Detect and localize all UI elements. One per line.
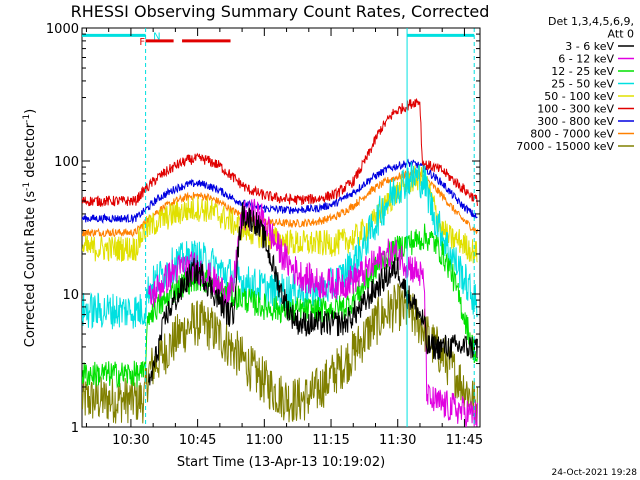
y-axis-label-sup2: -1 <box>22 114 32 123</box>
legend-entry-label: 100 - 300 keV <box>537 103 614 116</box>
x-tick-label: 11:15 <box>312 433 349 448</box>
series-line-50-100keV <box>82 165 478 264</box>
series-line-6-12keV <box>148 198 478 427</box>
y-axis-label-mid: detector <box>23 122 38 182</box>
legend-entry-label: 25 - 50 keV <box>551 78 614 91</box>
series-line-7000-15000keV <box>82 283 478 427</box>
annotation-label-F: F <box>139 37 145 48</box>
y-axis-label: Corrected Count Rate (s-1 detector-1) <box>22 109 38 347</box>
series-group <box>82 97 478 427</box>
legend-entry-label: 7000 - 15000 keV <box>516 140 614 153</box>
annotation-label-N: N <box>153 31 160 42</box>
legend-entry-label: 800 - 7000 keV <box>530 128 614 141</box>
x-tick-label: 11:30 <box>379 433 416 448</box>
x-axis-label: Start Time (13-Apr-13 10:19:02) <box>177 455 385 470</box>
ticks-group: 10:30 10:45 11:00 11:15 11:30 11:45 1 10 100 1000 <box>46 22 483 448</box>
series-line-12-25keV <box>82 223 478 389</box>
legend-header-line: Det 1,3,4,5,6,9, <box>548 15 634 28</box>
y-tick-label: 100 <box>54 155 79 170</box>
x-tick-label: 11:00 <box>246 433 283 448</box>
annotations-group: FN <box>82 28 475 427</box>
y-tick-label: 1 <box>71 421 79 436</box>
x-tick-label: 10:45 <box>179 433 216 448</box>
legend-header-line: Att 0 <box>608 28 634 41</box>
y-axis-label-sup1: -1 <box>22 182 32 191</box>
x-tick-label: 10:30 <box>112 433 149 448</box>
series-line-100-300keV <box>82 97 478 208</box>
y-tick-label: 1000 <box>46 22 79 37</box>
series-line-3-6keV <box>148 202 478 386</box>
y-tick-label: 10 <box>62 288 79 303</box>
x-tick-label: 11:45 <box>446 433 483 448</box>
series-line-25-50keV <box>82 161 478 330</box>
y-axis-label-main: Corrected Count Rate (s <box>23 191 38 348</box>
legend-entry-label: 3 - 6 keV <box>565 40 614 53</box>
legend-entry-label: 6 - 12 keV <box>558 53 614 66</box>
legend-entry-label: 12 - 25 keV <box>551 65 614 78</box>
plot-area-frame <box>81 27 481 428</box>
chart-title: RHESSI Observing Summary Count Rates, Co… <box>71 2 490 21</box>
legend-entry-label: 50 - 100 keV <box>544 90 614 103</box>
y-axis-label-end: ) <box>23 109 38 114</box>
legend-entry-label: 300 - 800 keV <box>537 115 614 128</box>
footer-timestamp: 24-Oct-2021 19:28 <box>552 468 638 478</box>
